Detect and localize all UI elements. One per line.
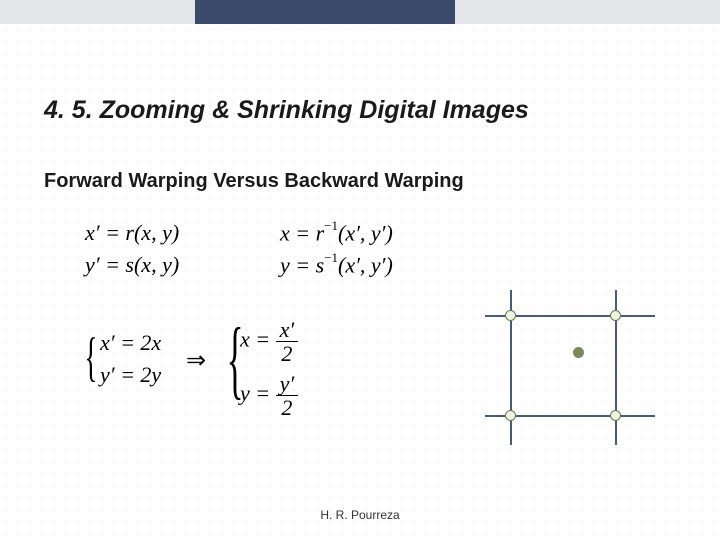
slide-footer: H. R. Pourreza (0, 508, 720, 522)
interpolation-grid-diagram (470, 290, 670, 450)
eq-example-bwd-y: y = y′ 2 (240, 372, 298, 419)
grid-corner-node (505, 310, 516, 321)
eq-forward-y: y′ = s(x, y) (85, 252, 179, 278)
grid-corner-node (610, 310, 621, 321)
interpolated-point (573, 347, 584, 358)
eq-example-fwd-x: x′ = 2x (100, 330, 161, 356)
brace-left-1: { (84, 330, 97, 384)
implies-arrow: ⇒ (186, 346, 206, 375)
eq-example-bwd-x: x = x′ 2 (240, 318, 298, 365)
grid-corner-node (505, 410, 516, 421)
eq-example-fwd-y: y′ = 2y (100, 362, 161, 388)
slide-subtitle: Forward Warping Versus Backward Warping (44, 170, 464, 193)
top-dark-accent (195, 0, 455, 24)
grid-corner-node (610, 410, 621, 421)
eq-backward-x: x = r−1(x′, y′) (280, 220, 393, 246)
slide-title: 4. 5. Zooming & Shrinking Digital Images (44, 96, 529, 125)
eq-backward-y: y = s−1(x′, y′) (280, 252, 393, 278)
eq-forward-x: x′ = r(x, y) (85, 220, 179, 246)
